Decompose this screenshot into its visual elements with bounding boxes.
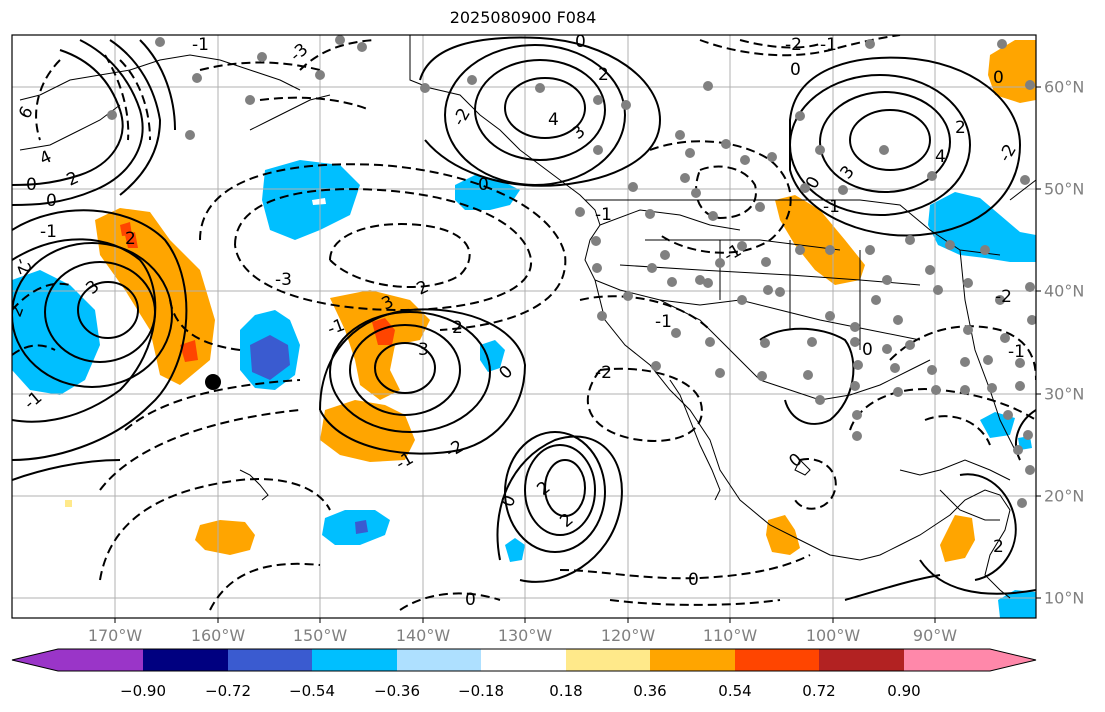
colorbar — [11, 648, 1037, 672]
contour-label: 0 — [785, 450, 806, 472]
contour-label: 2 — [64, 168, 82, 191]
contour-label: 0 — [993, 68, 1004, 88]
contour-label: 2 — [414, 277, 432, 300]
contour-label: -1 — [655, 312, 672, 332]
shade-cyan-gulf-alaska — [455, 175, 520, 210]
contour-label: -1 — [595, 205, 612, 225]
lat-label: 30°N — [1044, 384, 1085, 404]
contour-label: -2 — [449, 105, 475, 130]
contour-label: -3 — [286, 40, 312, 66]
colorbar-segment — [735, 649, 819, 671]
contour-label: -2 — [443, 437, 468, 463]
contour-label: 2 — [598, 65, 609, 85]
contour-label: 0 — [575, 32, 586, 52]
contour-label: -1 — [325, 315, 348, 340]
shade-orange-central-america — [940, 515, 975, 562]
contour-label: 0 — [46, 191, 57, 211]
contour-label: -1 — [823, 197, 840, 217]
colorbar-segment — [481, 649, 566, 671]
contour-label: 2 — [452, 318, 463, 338]
contour-label: 4 — [548, 110, 559, 130]
contour-label: 0 — [495, 362, 517, 384]
contour-label: -2 — [995, 287, 1012, 307]
lat-label: 20°N — [1044, 486, 1085, 506]
colorbar-segment — [228, 649, 312, 671]
station-markers — [107, 35, 1036, 508]
contour-label: -1 — [820, 35, 837, 55]
contour-label: -1 — [192, 35, 209, 55]
colorbar-segment — [650, 649, 735, 671]
positive-contours — [12, 36, 1036, 601]
colorbar-segment — [312, 649, 397, 671]
axis-ticks — [114, 86, 1041, 623]
shade-orange-145w-south — [320, 400, 415, 462]
lat-label: 60°N — [1044, 77, 1085, 97]
lon-label: 150°W — [292, 626, 348, 645]
contour-label: 0 — [790, 60, 801, 80]
colorbar-tick-label: −0.72 — [205, 682, 251, 700]
map-title: 2025080900 F084 — [449, 8, 597, 27]
lat-label: 40°N — [1044, 281, 1085, 301]
lat-label: 50°N — [1044, 179, 1085, 199]
contour-label: -1 — [1008, 342, 1025, 362]
contour-label: 0 — [478, 175, 489, 195]
colorbar-segment — [904, 649, 1036, 671]
contour-label: 0 — [862, 340, 873, 360]
lon-label: 120°W — [600, 626, 656, 645]
colorbar-tick-label: −0.54 — [289, 682, 335, 700]
lat-label: 10°N — [1044, 588, 1085, 608]
lon-label: 130°W — [497, 626, 553, 645]
colorbar-tick-label: −0.36 — [374, 682, 420, 700]
shade-cyan-133w — [480, 340, 505, 372]
contour-label: -2 — [10, 255, 35, 278]
shade-cyan-great-lakes — [928, 192, 1036, 262]
lon-label: 160°W — [190, 626, 246, 645]
shade-orange-us — [775, 195, 865, 285]
colorbar-segment — [819, 649, 904, 671]
colorbar-tick-label: 0.36 — [633, 682, 667, 700]
contour-label: -2 — [595, 363, 612, 383]
contour-label: 3 — [837, 162, 859, 183]
contour-label: 4 — [935, 147, 946, 167]
colorbar-tick-label: 0.72 — [802, 682, 836, 700]
colorbar-segment — [397, 649, 481, 671]
contour-label: 6 — [15, 103, 38, 122]
colorbar-segment — [143, 649, 228, 671]
negative-contours — [12, 35, 1036, 611]
map-frame — [11, 34, 1037, 619]
lon-label: 110°W — [702, 626, 758, 645]
lon-label: 90°W — [912, 626, 958, 645]
colorbar-segment — [566, 649, 650, 671]
lon-label: 170°W — [87, 626, 143, 645]
lon-label: 100°W — [805, 626, 861, 645]
colorbar-tick-label: 0.54 — [718, 682, 752, 700]
contour-label: 3 — [418, 340, 429, 360]
colorbar-tick-label: 0.90 — [887, 682, 921, 700]
contour-label: 2 — [993, 537, 1004, 557]
shade-orange-central — [195, 520, 255, 555]
colorbar-tick-label: −0.90 — [120, 682, 166, 700]
shade-cyan-150w — [262, 160, 360, 240]
contour-label: 4 — [37, 147, 55, 170]
shade-orange-mexico — [766, 515, 800, 555]
contour-label: 2 — [125, 229, 136, 249]
contour-label: 0 — [465, 590, 476, 610]
contour-label: -2 — [785, 35, 802, 55]
contour-label: 3 — [82, 277, 103, 299]
colorbar-segment — [12, 649, 143, 671]
contour-label: -1 — [40, 222, 57, 242]
contour-label: 3 — [568, 122, 589, 144]
contour-label: 0 — [688, 570, 699, 590]
black-marker — [205, 374, 221, 390]
contour-label: -3 — [275, 270, 292, 290]
contour-label: 2 — [955, 118, 966, 138]
contour-label: 0 — [26, 175, 37, 195]
shaded-anomaly-regions — [12, 40, 1036, 618]
lon-label: 140°W — [395, 626, 451, 645]
colorbar-tick-label: 0.18 — [549, 682, 583, 700]
contour-label: -2 — [995, 141, 1021, 166]
colorbar-tick-label: −0.18 — [458, 682, 504, 700]
